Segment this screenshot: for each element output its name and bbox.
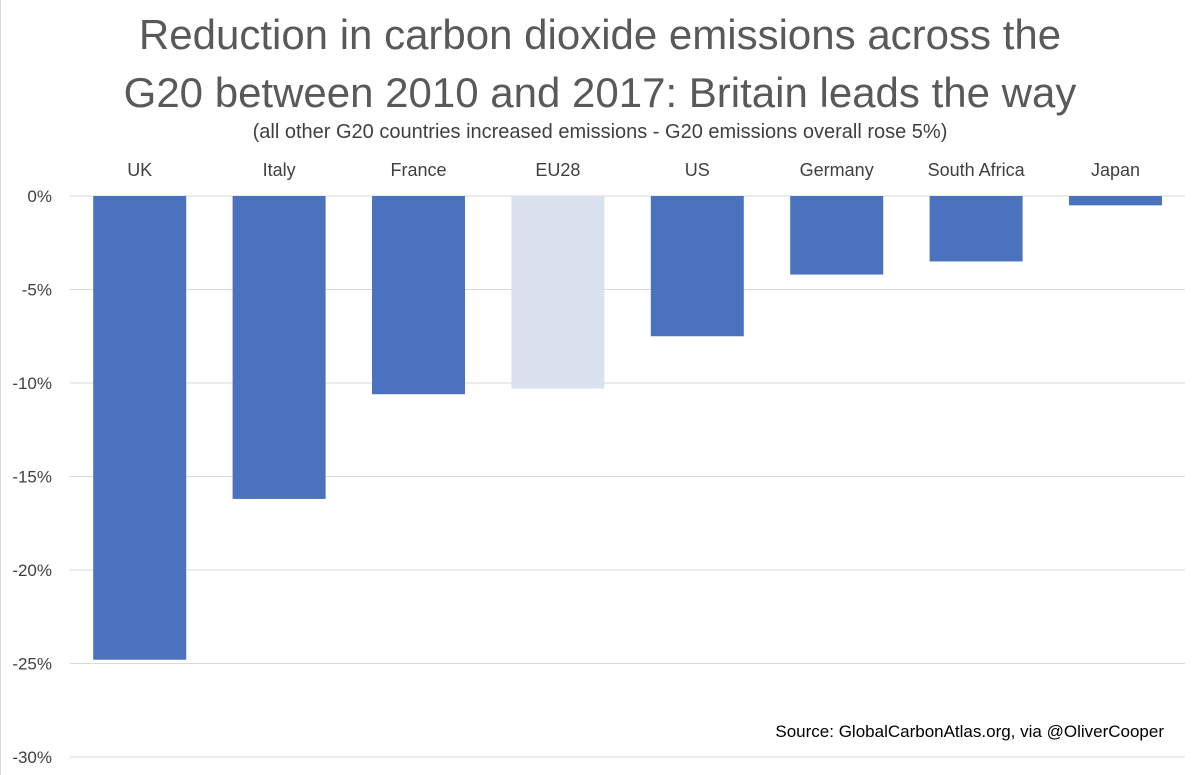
y-tick-label: -25% xyxy=(12,655,52,674)
category-label: US xyxy=(685,160,710,180)
bar-eu28 xyxy=(511,196,605,389)
category-label: France xyxy=(390,160,446,180)
y-tick-label: -20% xyxy=(12,561,52,580)
chart-title-line-1: Reduction in carbon dioxide emissions ac… xyxy=(138,11,1062,58)
category-label: UK xyxy=(127,160,152,180)
bar-germany xyxy=(790,196,884,275)
category-label: EU28 xyxy=(535,160,580,180)
y-tick-label: -5% xyxy=(22,281,52,300)
source-note: Source: GlobalCarbonAtlas.org, via @Oliv… xyxy=(775,722,1164,741)
bar-uk xyxy=(93,196,187,660)
chart-subtitle: (all other G20 countries increased emiss… xyxy=(252,121,948,143)
y-tick-label: 0% xyxy=(27,187,52,206)
bar-us xyxy=(650,196,744,337)
bar-italy xyxy=(232,196,326,499)
category-label: Italy xyxy=(263,160,296,180)
bar-south-africa xyxy=(929,196,1023,262)
chart-title-line-2: G20 between 2010 and 2017: Britain leads… xyxy=(123,69,1077,116)
y-tick-label: -30% xyxy=(12,748,52,767)
left-border xyxy=(0,0,1,775)
bar-france xyxy=(372,196,465,395)
category-label: Japan xyxy=(1091,160,1140,180)
category-label: South Africa xyxy=(928,160,1026,180)
category-label: Germany xyxy=(800,160,874,180)
y-tick-label: -10% xyxy=(12,374,52,393)
y-tick-label: -15% xyxy=(12,468,52,487)
bar-japan xyxy=(1069,196,1162,206)
